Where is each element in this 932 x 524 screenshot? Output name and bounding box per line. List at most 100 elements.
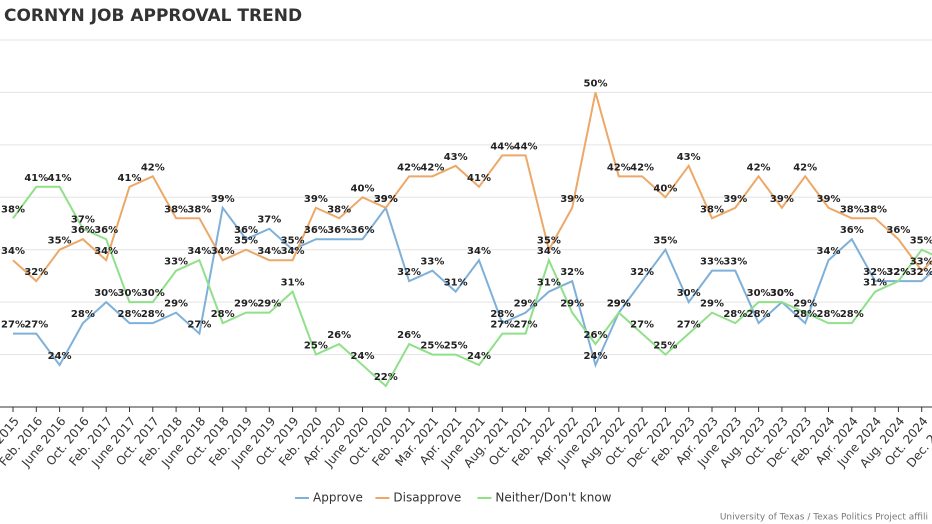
data-label: 25% — [653, 341, 677, 352]
data-label: 35% — [537, 236, 561, 247]
data-label: 29% — [560, 299, 584, 310]
data-label: 39% — [374, 194, 398, 205]
data-label: 30% — [747, 288, 771, 299]
data-label: 29% — [514, 299, 538, 310]
data-label: 27% — [514, 320, 538, 331]
data-label: 37% — [71, 215, 95, 226]
series-line — [12, 92, 932, 283]
data-label: 34% — [94, 246, 118, 257]
data-label: 39% — [770, 194, 794, 205]
data-label: 36% — [71, 225, 95, 236]
data-label: 44% — [490, 141, 514, 152]
data-label: 42% — [420, 162, 444, 173]
data-label: 42% — [747, 162, 771, 173]
data-label: 32% — [630, 267, 654, 278]
data-label: 34% — [537, 246, 561, 257]
data-label: 37% — [257, 215, 281, 226]
data-label: 39% — [817, 194, 841, 205]
data-label: 38% — [187, 204, 211, 215]
legend-label: Neither/Don't know — [495, 491, 611, 505]
data-label: 34% — [211, 246, 235, 257]
data-label: 28% — [817, 309, 841, 320]
data-label: 43% — [444, 152, 468, 163]
data-label: 24% — [351, 351, 375, 362]
data-label: 29% — [793, 299, 817, 310]
data-label: 38% — [840, 204, 864, 215]
data-label: 24% — [48, 351, 72, 362]
data-label: 31% — [444, 278, 468, 289]
data-label: 42% — [793, 162, 817, 173]
data-label: 34% — [187, 246, 211, 257]
data-label: 30% — [677, 288, 701, 299]
data-label: 25% — [420, 341, 444, 352]
series-line — [12, 185, 932, 388]
data-label: 39% — [723, 194, 747, 205]
data-label: 26% — [584, 330, 608, 341]
data-label: 34% — [281, 246, 305, 257]
data-label: 29% — [164, 299, 188, 310]
data-label: 30% — [770, 288, 794, 299]
data-label: 30% — [94, 288, 118, 299]
data-label: 36% — [94, 225, 118, 236]
data-label: 33% — [420, 257, 444, 268]
data-label: 27% — [187, 320, 211, 331]
data-label: 39% — [304, 194, 328, 205]
data-label: 38% — [327, 204, 351, 215]
data-label: 38% — [863, 204, 887, 215]
data-label: 36% — [351, 225, 375, 236]
data-label: 29% — [234, 299, 258, 310]
data-label: 35% — [48, 236, 72, 247]
legend-label: Disapprove — [393, 491, 461, 505]
data-label: 33% — [723, 257, 747, 268]
data-label: 34% — [467, 246, 491, 257]
data-label: 32% — [397, 267, 421, 278]
source: University of Texas / Texas Politics Pro… — [720, 513, 928, 523]
data-label: 27% — [1, 320, 25, 331]
series-line — [13, 205, 932, 369]
data-label: 38% — [164, 204, 188, 215]
data-label: 39% — [374, 194, 398, 205]
data-label: 36% — [327, 225, 351, 236]
data-label: 40% — [653, 183, 677, 194]
data-label: 32% — [24, 267, 48, 278]
chart-title: CORNYN JOB APPROVAL TREND — [4, 6, 302, 26]
data-label: 28% — [490, 309, 514, 320]
data-label: 38% — [700, 204, 724, 215]
data-label: 42% — [141, 162, 165, 173]
data-label: 28% — [141, 309, 165, 320]
data-label: 50% — [584, 78, 608, 89]
data-label: 32% — [863, 267, 887, 278]
data-label: 31% — [863, 278, 887, 289]
data-label: 42% — [607, 162, 631, 173]
data-label: 30% — [118, 288, 142, 299]
data-label: 31% — [537, 278, 561, 289]
data-label: 29% — [257, 299, 281, 310]
legend-label: Approve — [313, 491, 363, 505]
data-label: 25% — [304, 341, 328, 352]
data-label: 42% — [630, 162, 654, 173]
data-label: 28% — [723, 309, 747, 320]
data-label: 31% — [281, 278, 305, 289]
data-label: 24% — [584, 351, 608, 362]
data-label: 27% — [490, 320, 514, 331]
data-label: 26% — [397, 330, 421, 341]
data-label: 29% — [700, 299, 724, 310]
data-label: 34% — [1, 246, 25, 257]
data-label: 35% — [281, 236, 305, 247]
data-label: 27% — [24, 320, 48, 331]
data-label: 32% — [886, 267, 910, 278]
data-label: 41% — [467, 173, 491, 184]
data-label: 29% — [607, 299, 631, 310]
data-label: 34% — [817, 246, 841, 257]
data-label: 42% — [397, 162, 421, 173]
data-label: 35% — [234, 236, 258, 247]
data-label: 39% — [560, 194, 584, 205]
data-label: 29% — [607, 299, 631, 310]
data-label: 35% — [910, 236, 932, 247]
data-label: 36% — [304, 225, 328, 236]
data-label: 30% — [770, 288, 794, 299]
data-label: 32% — [560, 267, 584, 278]
data-label: 33% — [910, 257, 932, 268]
